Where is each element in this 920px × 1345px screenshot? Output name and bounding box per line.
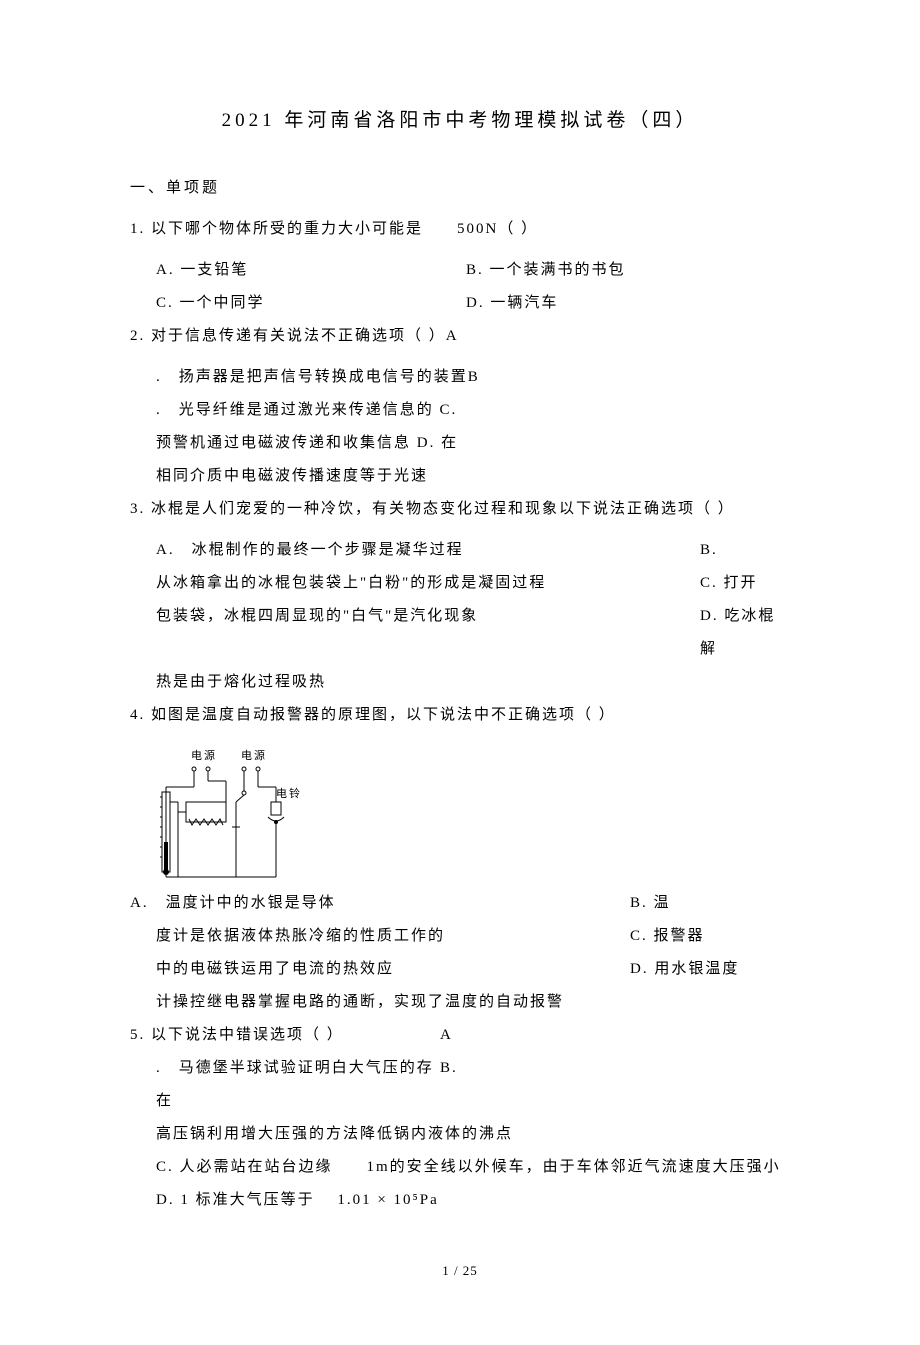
page-number: 1 / 25	[130, 1257, 790, 1286]
section-header: 一、单项题	[130, 172, 790, 205]
q4-a-left: A. 温度计中的水银是导体	[130, 887, 630, 920]
q2-line4: 相同介质中电磁波传播速度等于光速	[130, 460, 790, 493]
q3-line-c: 包装袋，冰棍四周显现的"白气"是汽化现象 D. 吃冰棍解	[130, 600, 790, 666]
q4-c-right: D. 用水银温度	[630, 953, 790, 986]
question-1-options-row2: C. 一个中同学 D. 一辆汽车	[130, 287, 790, 320]
q1-option-d: D. 一辆汽车	[466, 287, 790, 320]
circuit-diagram: 电源 电源 电铃	[156, 747, 316, 887]
q5-line2: 高压锅利用增大压强的方法降低锅内液体的沸点	[130, 1118, 790, 1151]
q3-line-a: A. 冰棍制作的最终一个步骤是凝华过程 B.	[130, 534, 790, 567]
question-1-options-row1: A. 一支铅笔 B. 一个装满书的书包	[130, 254, 790, 287]
q5-line4: D. 1 标准大气压等于 1.01 × 10⁵Pa	[130, 1184, 790, 1217]
q3-b-left: 从冰箱拿出的冰棍包装袋上"白粉"的形成是凝固过程	[156, 567, 700, 600]
power-label-2: 电源	[241, 748, 267, 762]
q4-b-left: 度计是依据液体热胀冷缩的性质工作的	[156, 920, 630, 953]
q3-a-right: B.	[700, 534, 790, 567]
q3-line-d: 热是由于熔化过程吸热	[130, 666, 790, 699]
question-4-stem: 4. 如图是温度自动报警器的原理图，以下说法中不正确选项（ ）	[130, 699, 790, 732]
q4-line-c: 中的电磁铁运用了电流的热效应 D. 用水银温度	[130, 953, 790, 986]
question-5-stem-row: 5. 以下说法中错误选项（ ） A	[130, 1019, 790, 1052]
q3-c-left: 包装袋，冰棍四周显现的"白气"是汽化现象	[156, 600, 700, 666]
question-2-stem: 2. 对于信息传递有关说法不正确选项（ ）A	[130, 320, 790, 353]
q4-c-left: 中的电磁铁运用了电流的热效应	[156, 953, 630, 986]
q5-stem-left: 5. 以下说法中错误选项（ ）	[130, 1019, 440, 1052]
q2-line1: . 扬声器是把声信号转换成电信号的装置B	[130, 361, 790, 394]
q1-option-a: A. 一支铅笔	[156, 254, 466, 287]
q3-line-b: 从冰箱拿出的冰棍包装袋上"白粉"的形成是凝固过程 C. 打开	[130, 567, 790, 600]
q4-line-b: 度计是依据液体热胀冷缩的性质工作的 C. 报警器	[130, 920, 790, 953]
bell-label: 电铃	[276, 786, 302, 800]
q3-a-left: A. 冰棍制作的最终一个步骤是凝华过程	[156, 534, 700, 567]
q5-stem-right: A	[440, 1019, 453, 1052]
question-3-stem: 3. 冰棍是人们宠爱的一种冷饮，有关物态变化过程和现象以下说法正确选项（ ）	[130, 493, 790, 526]
q4-b-right: C. 报警器	[630, 920, 790, 953]
q4-a-right: B. 温	[630, 887, 790, 920]
q4-line-a: A. 温度计中的水银是导体 B. 温	[130, 887, 790, 920]
q1-option-b: B. 一个装满书的书包	[466, 254, 790, 287]
q5-line1-row: . 马德堡半球试验证明白大气压的存在 B.	[130, 1052, 790, 1118]
q3-c-right: D. 吃冰棍解	[700, 600, 790, 666]
q3-b-right: C. 打开	[700, 567, 790, 600]
q2-line2: . 光导纤维是通过激光来传递信息的 C.	[130, 394, 790, 427]
power-label-1: 电源	[191, 748, 217, 762]
q5-line1-right: B.	[440, 1052, 458, 1118]
q5-line1-left: . 马德堡半球试验证明白大气压的存在	[156, 1052, 440, 1118]
q1-option-c: C. 一个中同学	[156, 287, 466, 320]
question-1-stem: 1. 以下哪个物体所受的重力大小可能是 500N（ ）	[130, 213, 790, 246]
q5-line3: C. 人必需站在站台边缘 1m的安全线以外候车，由于车体邻近气流速度大压强小	[130, 1151, 790, 1184]
q2-line3: 预警机通过电磁波传递和收集信息 D. 在	[130, 427, 790, 460]
page-title: 2021 年河南省洛阳市中考物理模拟试卷（四）	[130, 100, 790, 142]
q4-line-d: 计操控继电器掌握电路的通断，实现了温度的自动报警	[130, 986, 790, 1019]
